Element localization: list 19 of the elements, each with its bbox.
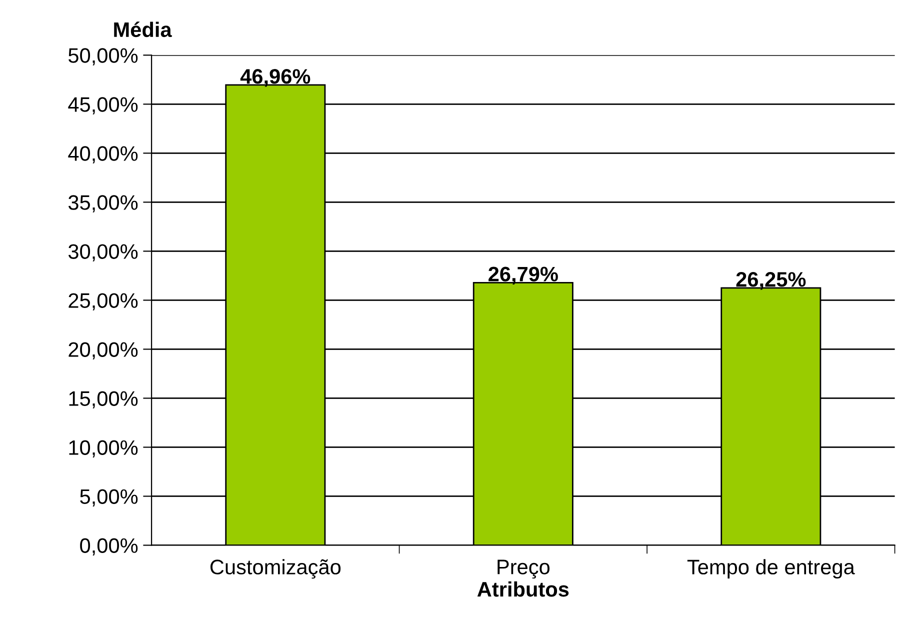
y-tick-label: 50,00% — [68, 48, 138, 66]
y-tick-label: 35,00% — [68, 195, 138, 212]
y-tick-label: 20,00% — [68, 342, 138, 360]
y-tick-label: 5,00% — [80, 489, 138, 506]
y-axis-title: Média — [114, 22, 172, 38]
y-tick-label: 25,00% — [68, 293, 138, 310]
y-tick-label: 45,00% — [68, 97, 138, 114]
x-tick-label: Preço — [498, 560, 550, 579]
y-tick-label: 10,00% — [69, 440, 138, 458]
x-tick-label: Tempo de entrega — [687, 559, 855, 579]
y-tick-label: 30,00% — [68, 244, 138, 262]
data-label: 26,25% — [736, 272, 806, 290]
y-tick-label: 0,00% — [80, 538, 138, 556]
data-label: 26,79% — [488, 266, 558, 284]
data-label: 46,96% — [240, 69, 310, 87]
x-tick-label: Customização — [210, 559, 341, 579]
x-axis-title: Atributos — [477, 581, 569, 597]
y-tick-label: 15,00% — [69, 391, 138, 408]
y-tick-label: 40,00% — [68, 146, 138, 164]
